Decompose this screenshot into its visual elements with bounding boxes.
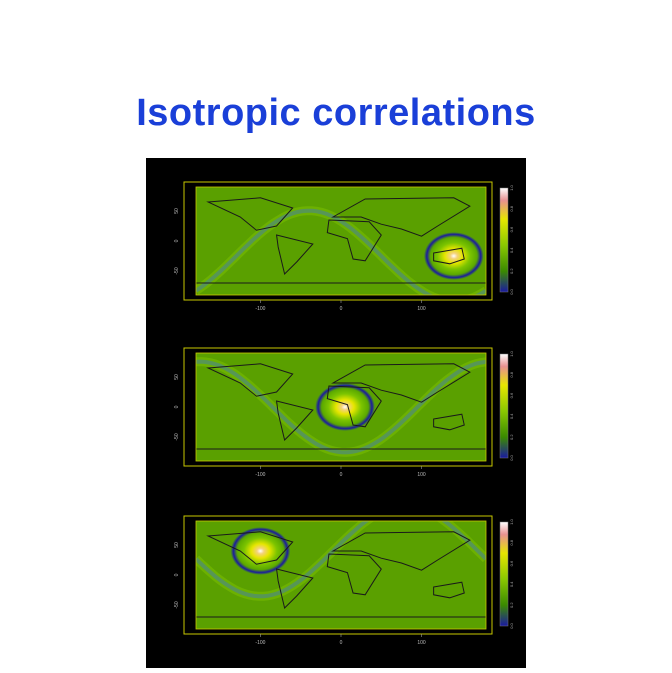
- colorbar: 1.0 0.8 0.6 0.4 0.2 0.0: [499, 518, 514, 629]
- coastline: [206, 531, 294, 565]
- x-tick-label: 0: [340, 306, 343, 312]
- colorbar-tick-label: 0.2: [509, 434, 514, 440]
- x-tick-label: 100: [417, 472, 426, 478]
- y-tick-label: 0: [174, 573, 180, 576]
- coastline: [206, 363, 294, 397]
- coastline: [433, 581, 465, 599]
- colorbar: 1.0 0.8 0.6 0.4 0.2 0.0: [499, 184, 514, 295]
- map-panel-2: 50 0 -50 -100 0 100 1.0 0.8 0.6 0.4 0.2 0.0: [174, 347, 514, 478]
- correlation-band: [196, 208, 486, 295]
- colorbar-tick-label: 0.6: [509, 392, 514, 398]
- coastline: [326, 385, 382, 428]
- correlation-peak: [315, 383, 376, 431]
- x-tick-label: 0: [340, 640, 343, 646]
- colorbar-tick-label: 0.4: [509, 413, 514, 419]
- colorbar-tick-label: 0.0: [509, 454, 514, 460]
- colorbar-tick-label: 0.6: [509, 226, 514, 232]
- coastline: [275, 568, 314, 609]
- colorbar-tick-label: 0.8: [509, 205, 514, 211]
- colorbar-tick-label: 0.4: [509, 247, 514, 253]
- coastline: [275, 400, 314, 441]
- coastline: [433, 247, 465, 265]
- figure-canvas: 50 0 -50 -100 0 100 1.0 0.8 0.6 0.4 0.2 0.0 50 0 -50 -1…: [174, 181, 514, 646]
- colorbar-tick-label: 0.6: [509, 560, 514, 566]
- map-panel-3: 50 0 -50 -100 0 100 1.0 0.8 0.6 0.4 0.2 0.0: [174, 515, 514, 646]
- colorbar-tick-label: 0.0: [509, 288, 514, 294]
- coastline: [331, 197, 471, 237]
- colorbar-tick-label: 0.8: [509, 539, 514, 545]
- x-tick-label: 100: [417, 306, 426, 312]
- coastline: [433, 413, 465, 431]
- correlation-band: [196, 521, 486, 599]
- y-tick-label: 0: [174, 405, 180, 408]
- y-tick-label: -50: [174, 601, 180, 608]
- correlation-band: [196, 359, 486, 455]
- coastline: [326, 553, 382, 596]
- x-tick-label: -100: [255, 472, 265, 478]
- colorbar: 1.0 0.8 0.6 0.4 0.2 0.0: [499, 350, 514, 461]
- colorbar-tick-label: 0.2: [509, 268, 514, 274]
- y-tick-label: 0: [174, 239, 180, 242]
- coastline: [331, 531, 471, 571]
- colorbar-tick-label: 1.0: [509, 184, 514, 190]
- colorbar-tick-label: 0.2: [509, 602, 514, 608]
- panel-frame: [183, 181, 493, 301]
- y-tick-label: -50: [174, 433, 180, 440]
- coastline: [206, 197, 294, 231]
- coastline: [326, 219, 382, 262]
- y-tick-label: -50: [174, 267, 180, 274]
- colorbar-tick-label: 1.0: [509, 350, 514, 356]
- correlation-peak: [230, 527, 291, 575]
- x-tick-label: -100: [255, 306, 265, 312]
- y-tick-label: 50: [174, 374, 180, 380]
- y-tick-label: 50: [174, 208, 180, 214]
- coastline: [275, 234, 314, 275]
- x-tick-label: -100: [255, 640, 265, 646]
- correlation-peak: [423, 232, 484, 280]
- panel-frame: [183, 347, 493, 467]
- colorbar-tick-label: 0.8: [509, 371, 514, 377]
- coastline: [331, 363, 471, 403]
- panel-frame: [183, 515, 493, 635]
- x-tick-label: 100: [417, 640, 426, 646]
- colorbar-tick-label: 1.0: [509, 518, 514, 524]
- y-tick-label: 50: [174, 542, 180, 548]
- colorbar-tick-label: 0.0: [509, 622, 514, 628]
- correlation-figure: 50 0 -50 -100 0 100 1.0 0.8 0.6 0.4 0.2 0.0 50 0 -50 -1…: [146, 158, 526, 668]
- map-panel-1: 50 0 -50 -100 0 100 1.0 0.8 0.6 0.4 0.2 0.0: [174, 181, 514, 312]
- x-tick-label: 0: [340, 472, 343, 478]
- slide-title: Isotropic correlations: [136, 92, 536, 134]
- colorbar-tick-label: 0.4: [509, 581, 514, 587]
